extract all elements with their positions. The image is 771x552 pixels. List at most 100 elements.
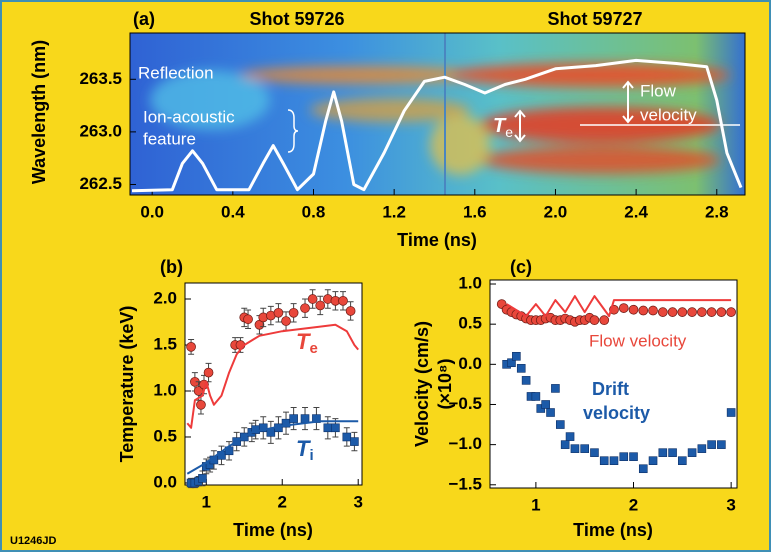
marker bbox=[521, 376, 531, 385]
y-tick-label: 2.0 bbox=[153, 288, 177, 307]
marker bbox=[618, 303, 629, 313]
y-tick-label: 0.0 bbox=[458, 354, 482, 373]
y-tick-label: 1.0 bbox=[153, 380, 177, 399]
marker bbox=[657, 307, 668, 317]
panel-label: (c) bbox=[510, 257, 532, 277]
x-axis-title: Time (ns) bbox=[573, 520, 653, 540]
x-tick-label: 2.8 bbox=[705, 202, 729, 221]
marker bbox=[243, 314, 253, 325]
marker bbox=[560, 440, 570, 449]
symbol: T bbox=[296, 436, 311, 461]
x-tick-label: 2 bbox=[629, 495, 638, 514]
marker bbox=[687, 448, 697, 457]
marker bbox=[628, 304, 639, 315]
marker bbox=[706, 307, 717, 317]
annotation: Te bbox=[296, 329, 318, 357]
y-tick-label: 0.5 bbox=[458, 314, 482, 333]
marker bbox=[541, 400, 550, 409]
marker bbox=[668, 448, 677, 457]
series-group bbox=[186, 289, 359, 489]
marker bbox=[186, 341, 196, 352]
y-tick-label: −0.5 bbox=[448, 394, 482, 413]
marker bbox=[667, 307, 678, 317]
y-axis-title: Temperature (keV) bbox=[117, 306, 137, 463]
marker bbox=[677, 307, 688, 317]
series-group bbox=[496, 295, 736, 474]
marker bbox=[678, 456, 687, 465]
y-axis-title: Wavelength (nm) bbox=[29, 40, 49, 184]
marker bbox=[507, 358, 516, 368]
marker bbox=[687, 307, 697, 317]
marker bbox=[658, 448, 668, 457]
marker bbox=[315, 300, 326, 311]
x-tick-label: 2.0 bbox=[544, 202, 568, 221]
annotation: Reflection bbox=[138, 63, 214, 82]
line bbox=[131, 58, 743, 193]
marker bbox=[281, 418, 291, 428]
marker bbox=[726, 408, 736, 417]
marker bbox=[707, 440, 716, 449]
marker bbox=[281, 316, 291, 326]
symbol: T bbox=[493, 115, 507, 137]
marker bbox=[697, 307, 707, 317]
line bbox=[506, 295, 732, 318]
marker bbox=[609, 456, 619, 465]
marker bbox=[619, 452, 629, 461]
y-tick-label: 1.5 bbox=[153, 334, 177, 353]
marker bbox=[258, 423, 268, 433]
marker bbox=[546, 408, 555, 417]
y-tick-label: 263.5 bbox=[79, 69, 122, 88]
marker bbox=[638, 464, 648, 474]
y-axis-title: (×10⁸) bbox=[435, 358, 455, 409]
marker bbox=[565, 432, 575, 441]
marker bbox=[196, 399, 206, 410]
marker bbox=[599, 456, 609, 465]
marker bbox=[323, 423, 333, 433]
marker bbox=[300, 303, 310, 314]
marker bbox=[288, 307, 299, 318]
annotation: Ti bbox=[296, 436, 314, 464]
marker bbox=[289, 414, 298, 423]
y-tick-label: −1.5 bbox=[448, 474, 482, 493]
marker bbox=[203, 367, 214, 378]
x-tick-label: 0.0 bbox=[140, 202, 164, 221]
figure-id: U1246JD bbox=[10, 535, 57, 547]
annotation: feature bbox=[143, 129, 196, 148]
series-group bbox=[131, 58, 743, 193]
flow-arrow bbox=[622, 80, 634, 124]
y-tick-label: 262.5 bbox=[79, 174, 122, 193]
annotation: Flow velocity bbox=[589, 331, 687, 350]
marker bbox=[555, 420, 565, 429]
annotation: Drift bbox=[592, 379, 629, 399]
marker bbox=[726, 307, 736, 317]
annotation: velocity bbox=[640, 105, 697, 124]
marker bbox=[307, 294, 318, 304]
marker bbox=[338, 295, 348, 306]
y-tick-label: 0.0 bbox=[153, 472, 177, 491]
marker bbox=[697, 444, 707, 453]
annotation: velocity bbox=[583, 403, 650, 423]
marker bbox=[638, 305, 649, 316]
marker bbox=[350, 437, 359, 446]
marker bbox=[531, 392, 541, 401]
marker bbox=[198, 474, 207, 483]
x-tick-label: 1.2 bbox=[382, 202, 406, 221]
panel-label: (a) bbox=[133, 9, 155, 29]
line bbox=[186, 420, 359, 475]
subscript: e bbox=[309, 340, 317, 357]
symbol: T bbox=[296, 329, 311, 354]
x-tick-label: 3 bbox=[353, 492, 362, 511]
x-axis-title: Time (ns) bbox=[233, 520, 313, 540]
line bbox=[186, 323, 359, 429]
annotation: Te bbox=[493, 115, 513, 139]
marker bbox=[551, 384, 560, 393]
annotation: Flow bbox=[640, 81, 677, 100]
x-tick-label: 1.6 bbox=[463, 202, 487, 221]
y-tick-label: 0.5 bbox=[153, 426, 177, 445]
marker bbox=[716, 307, 727, 317]
x-axis-title: Time (ns) bbox=[397, 230, 477, 250]
marker bbox=[599, 315, 610, 326]
marker bbox=[580, 444, 589, 453]
marker bbox=[590, 448, 599, 457]
